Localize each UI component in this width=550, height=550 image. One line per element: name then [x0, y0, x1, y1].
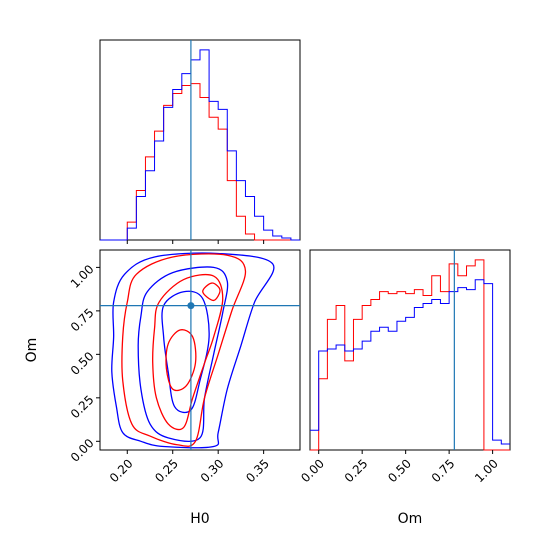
- om-y-tick-label: 1.00: [68, 262, 97, 291]
- truth-point: [187, 302, 195, 310]
- contour-blue-1: [137, 266, 229, 443]
- contour-frame: [99, 249, 301, 451]
- om-histogram-panel: 0.00 0.25 0.50 0.75 1.00: [298, 249, 511, 485]
- contour-red-4: [152, 273, 224, 431]
- h0-histogram-frame: [99, 39, 301, 241]
- om-x-tick-label: 1.00: [472, 456, 501, 485]
- contour-red-3: [121, 253, 247, 447]
- y-axis-label-om: Om: [24, 338, 40, 363]
- om-x-tick-label: 0.75: [429, 456, 458, 485]
- om-y-tick-label: 0.50: [68, 349, 97, 378]
- om-y-tick-label: 0.75: [68, 306, 97, 335]
- h0-tick-label: 0.30: [198, 456, 227, 485]
- contour-red-5: [165, 329, 197, 392]
- contour-blue-0: [111, 252, 275, 449]
- h0-tick-label: 0.20: [107, 456, 136, 485]
- x-axis-label-h0: H0: [190, 511, 209, 527]
- om-y-tick-label: 0.00: [68, 436, 97, 465]
- h0-tick-label: 0.35: [243, 456, 272, 485]
- om-hist-red: [310, 259, 510, 451]
- om-histogram-frame: [309, 249, 511, 451]
- om-y-tick-label: 0.25: [68, 393, 97, 422]
- contour-red-6: [202, 282, 221, 302]
- om-x-tick-label: 0.25: [342, 456, 371, 485]
- om-hist-blue: [310, 279, 510, 445]
- h0-hist-red: [100, 83, 300, 241]
- h0-hist-blue: [100, 49, 300, 241]
- contour-blue-2: [161, 290, 210, 414]
- om-x-tick-label: 0.50: [385, 456, 414, 485]
- om-x-tick-label: 0.00: [298, 456, 327, 485]
- h0-om-contour-panel: 0.20 0.25 0.30 0.35 0.00 0.25 0.50 0.75 1.00: [68, 249, 301, 485]
- h0-tick-label: 0.25: [152, 456, 181, 485]
- h0-histogram-panel: [99, 39, 301, 244]
- x-axis-label-om: Om: [398, 511, 423, 527]
